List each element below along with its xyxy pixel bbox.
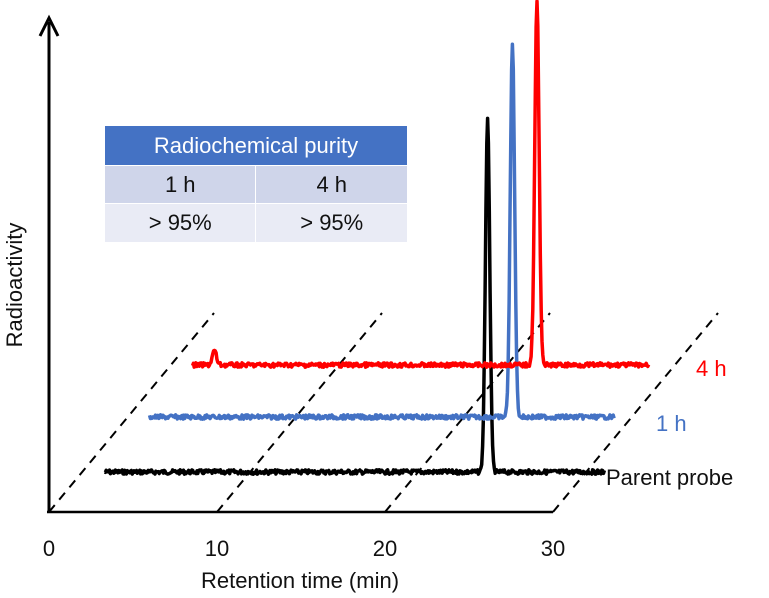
depth-gridline xyxy=(48,312,215,513)
y-axis-title: Radioactivity xyxy=(2,223,27,348)
x-tick-label: 20 xyxy=(373,536,397,561)
series-label: 1 h xyxy=(656,411,687,436)
series-label: Parent probe xyxy=(606,465,733,490)
series-line-parent-probe xyxy=(103,116,607,476)
series-line-4-h xyxy=(190,0,651,369)
depth-axis xyxy=(552,312,719,513)
table-title: Radiochemical purity xyxy=(104,125,408,166)
x-tick-label: 30 xyxy=(541,536,565,561)
x-axis-title: Retention time (min) xyxy=(201,568,399,593)
table-value-1h: > 95% xyxy=(103,203,257,243)
depth-gridline xyxy=(384,312,551,513)
table-value-4h: > 95% xyxy=(255,203,408,243)
y-axis-arrow-icon xyxy=(38,14,60,37)
purity-table: Radiochemical purity 1 h 4 h > 95% > 95% xyxy=(103,125,408,243)
x-tick-label: 0 xyxy=(43,536,55,561)
table-col-4h: 4 h xyxy=(255,165,408,204)
table-col-1h: 1 h xyxy=(103,165,257,204)
series-line-1-h xyxy=(147,42,616,421)
depth-gridline xyxy=(216,312,383,513)
series-label: 4 h xyxy=(696,356,727,381)
x-tick-label: 10 xyxy=(205,536,229,561)
